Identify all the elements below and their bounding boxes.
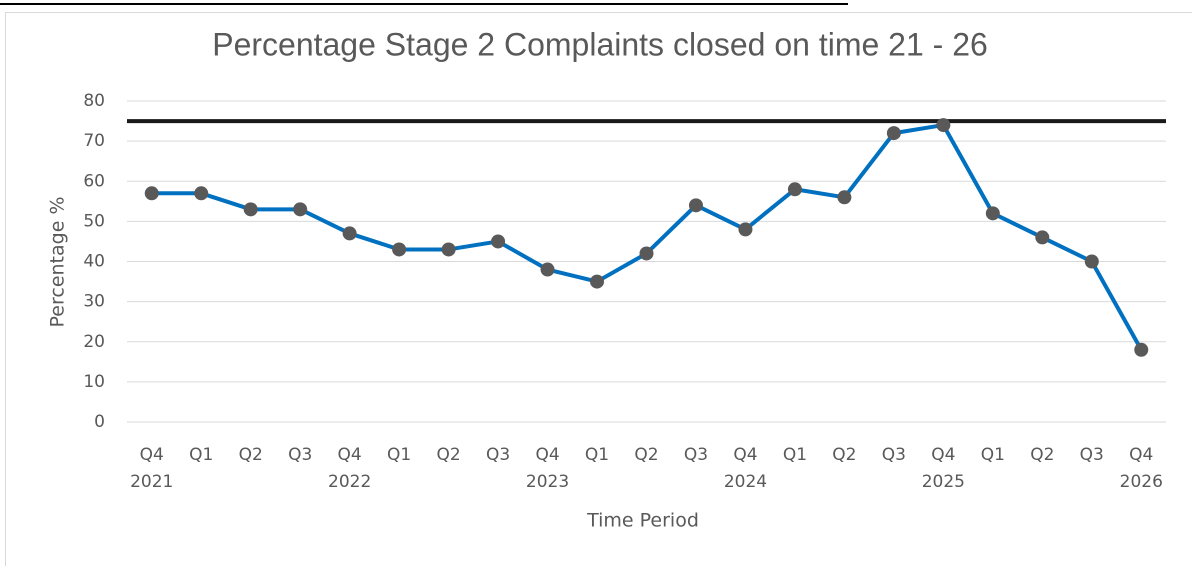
x-tick-label: Q1 [387,445,411,465]
data-point [887,126,901,140]
data-point [244,202,258,216]
data-point [343,226,357,240]
x-group-label: 2022 [328,472,371,492]
x-group-label: 2024 [724,472,767,492]
x-tick-label: Q4 [535,445,559,465]
data-point [541,263,555,277]
x-tick-label: Q3 [684,445,708,465]
x-group-label: 2026 [1120,472,1163,492]
data-point [1134,343,1148,357]
data-point [442,242,456,256]
x-tick-label: Q2 [436,445,460,465]
data-point [986,206,1000,220]
x-tick-label: Q4 [338,445,362,465]
data-point [392,242,406,256]
x-tick-label: Q4 [733,445,757,465]
data-point [640,246,654,260]
x-tick-label: Q4 [931,445,955,465]
chart-frame [6,13,1192,567]
x-tick-label: Q1 [585,445,609,465]
x-tick-label: Q1 [981,445,1005,465]
y-tick-label: 20 [83,332,105,352]
x-tick-label: Q3 [486,445,510,465]
data-point [738,222,752,236]
data-point [194,186,208,200]
x-tick-label: Q2 [1030,445,1054,465]
chart-title: Percentage Stage 2 Complaints closed on … [212,26,988,62]
data-point [788,182,802,196]
x-tick-label: Q2 [634,445,658,465]
y-tick-label: 30 [83,292,105,312]
x-tick-label: Q2 [832,445,856,465]
x-tick-label: Q3 [1080,445,1104,465]
y-axis-label: Percentage % [47,197,69,328]
x-group-label: 2025 [922,472,965,492]
y-tick-label: 80 [83,91,105,111]
y-tick-label: 50 [83,211,105,231]
x-tick-label: Q4 [1129,445,1153,465]
y-tick-label: 70 [83,131,105,151]
x-tick-label: Q1 [783,445,807,465]
x-tick-label: Q4 [140,445,164,465]
data-point [491,234,505,248]
data-point [1035,230,1049,244]
data-point [936,118,950,132]
x-tick-label: Q2 [239,445,263,465]
data-point [837,190,851,204]
x-tick-label: Q3 [882,445,906,465]
data-point [689,198,703,212]
x-group-label: 2021 [130,472,173,492]
y-tick-label: 60 [83,171,105,191]
x-tick-label: Q3 [288,445,312,465]
data-point [293,202,307,216]
x-axis-label: Time Period [586,510,699,532]
data-point [1085,255,1099,269]
x-group-label: 2023 [526,472,569,492]
data-point [145,186,159,200]
y-tick-label: 10 [83,372,105,392]
y-tick-label: 0 [94,412,105,432]
x-tick-label: Q1 [189,445,213,465]
y-tick-label: 40 [83,252,105,272]
series-line [152,125,1142,350]
data-point [590,275,604,289]
